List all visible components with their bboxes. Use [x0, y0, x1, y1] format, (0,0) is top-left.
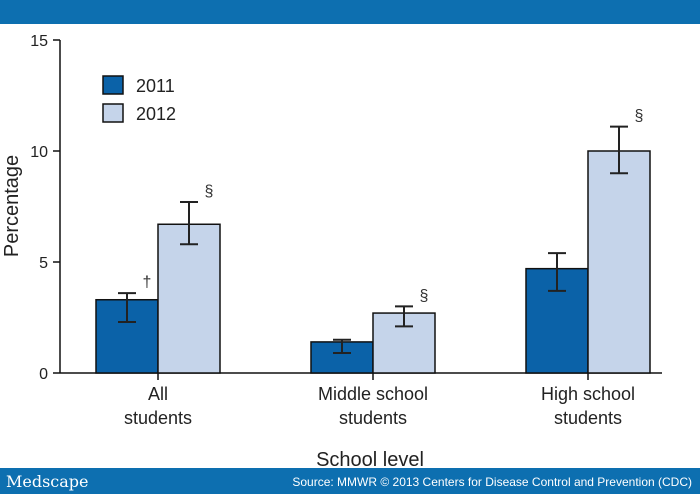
category-label-line2: students: [339, 408, 407, 428]
category-label-line1: All: [148, 384, 168, 404]
source-credit: Source: MMWR © 2013 Centers for Disease …: [292, 475, 692, 489]
category-label-line2: students: [554, 408, 622, 428]
y-tick-label: 15: [30, 33, 48, 50]
significance-mark: §: [205, 183, 214, 200]
medscape-logo: Medscape: [6, 472, 89, 491]
category-label-line1: Middle school: [318, 384, 428, 404]
y-axis-title: Percentage: [1, 155, 23, 257]
legend-swatch-2012: [102, 103, 124, 123]
significance-mark: †: [143, 274, 152, 291]
bar-2012-0: [157, 223, 221, 374]
bottom-band: [0, 468, 700, 494]
legend-swatch-2011: [102, 75, 124, 95]
significance-mark: §: [635, 108, 644, 125]
legend-label-2011: 2011: [136, 76, 175, 96]
bar-chart: 0 5 10 15 † § § § All students Middle school stud…: [1, 33, 662, 468]
top-band: [0, 0, 700, 24]
x-axis-title: School level: [316, 449, 424, 468]
y-tick-label: 10: [30, 144, 48, 161]
y-tick-label: 0: [39, 366, 48, 383]
bar-2012-2: [587, 150, 651, 374]
category-label-line2: students: [124, 408, 192, 428]
significance-mark: §: [420, 287, 429, 304]
y-tick-label: 5: [39, 255, 48, 272]
legend-label-2012: 2012: [136, 104, 176, 124]
category-label-line1: High school: [541, 384, 635, 404]
